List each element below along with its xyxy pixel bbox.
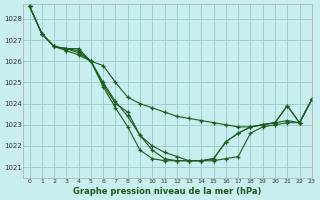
X-axis label: Graphe pression niveau de la mer (hPa): Graphe pression niveau de la mer (hPa): [74, 187, 262, 196]
